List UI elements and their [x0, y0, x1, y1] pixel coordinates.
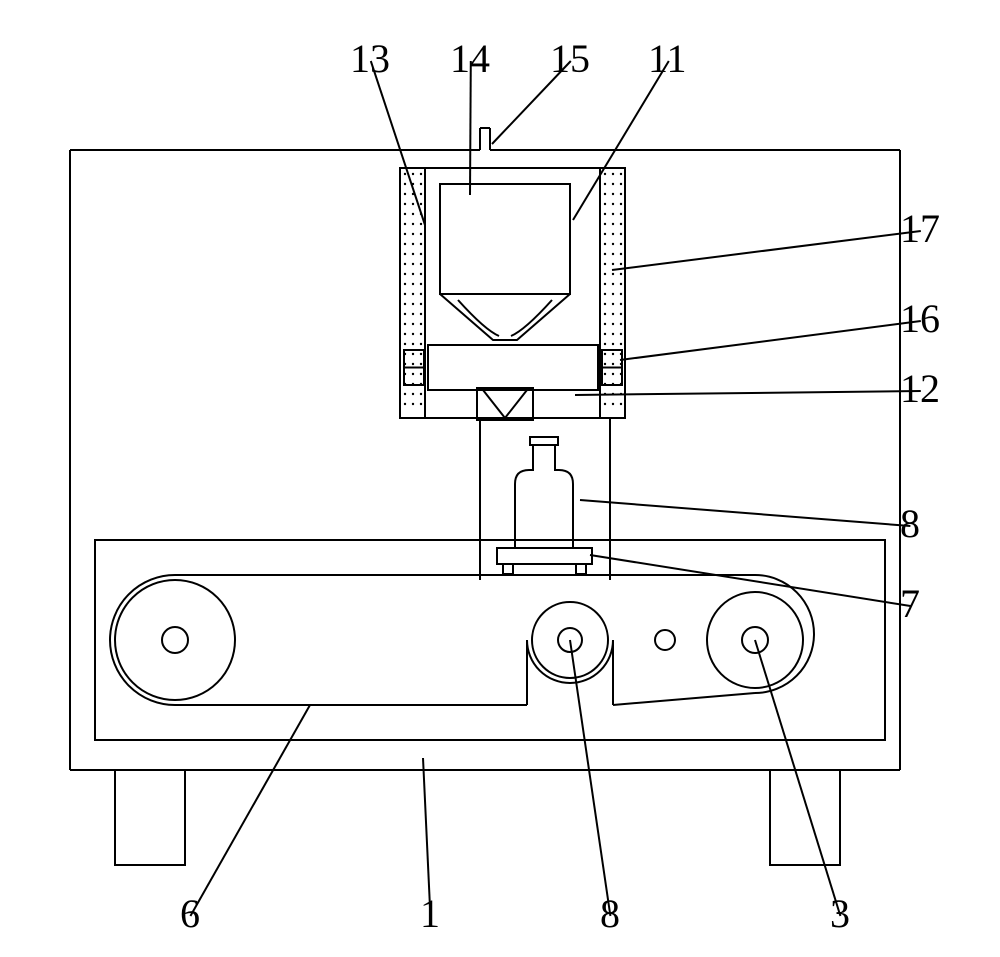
ref-label-13: 13: [350, 35, 390, 82]
ref-label-15: 15: [550, 35, 590, 82]
ref-label-14: 14: [450, 35, 490, 82]
ref-label-8: 8: [900, 500, 920, 547]
leg: [115, 770, 185, 865]
patent-figure-svg: [0, 0, 1000, 957]
ref-label-6: 6: [180, 890, 200, 937]
ref-label-3: 3: [830, 890, 850, 937]
ref-label-16: 16: [900, 295, 940, 342]
roller-0: [115, 580, 235, 700]
ref-label-11: 11: [648, 35, 687, 82]
ref-label-1: 1: [420, 890, 440, 937]
lower-housing: [95, 540, 885, 740]
ref-label-8b: 8: [600, 890, 620, 937]
ref-label-7: 7: [900, 580, 920, 627]
ref-label-12: 12: [900, 365, 940, 412]
roller-2: [655, 630, 675, 650]
ref-label-17: 17: [900, 205, 940, 252]
leg: [770, 770, 840, 865]
